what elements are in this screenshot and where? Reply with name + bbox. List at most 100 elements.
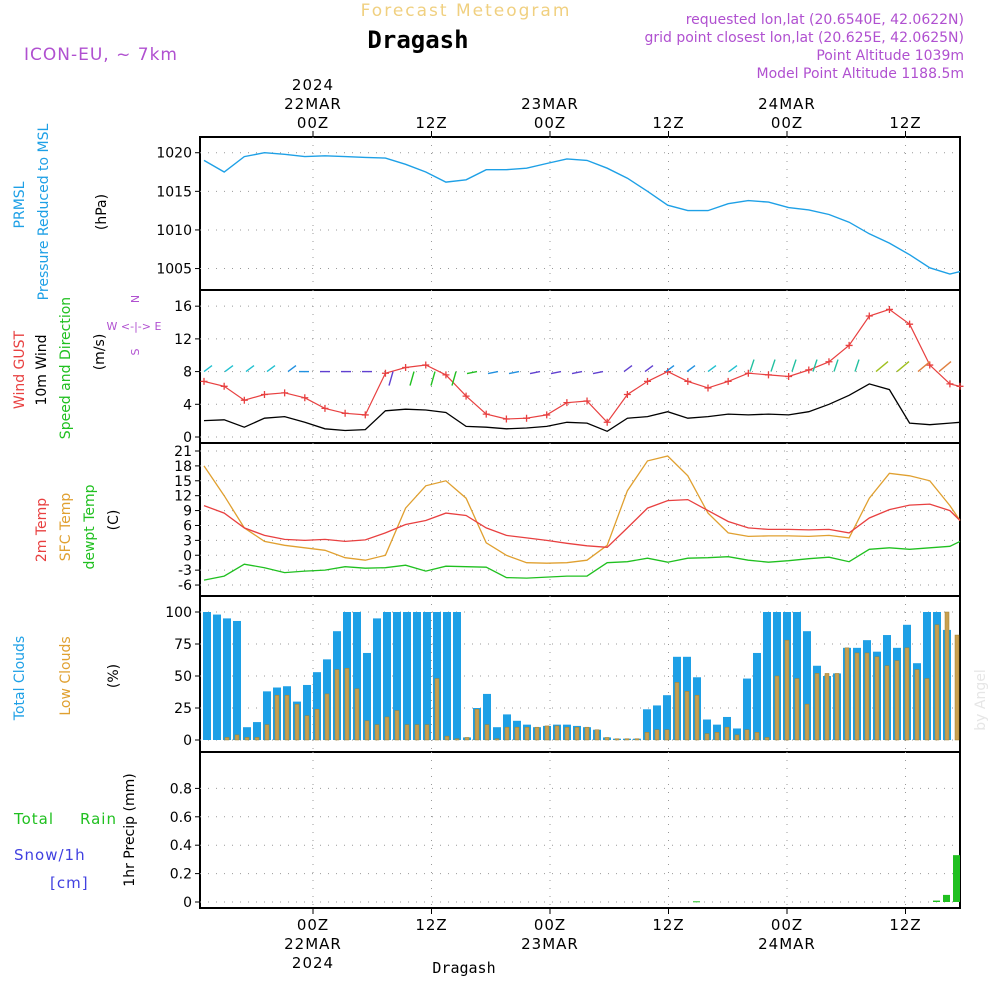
total-cloud-bar-4	[243, 727, 251, 740]
wind-arrow-2	[245, 365, 255, 373]
low-cloud-bar-9	[294, 703, 300, 741]
time-label-top-2-1: 23MAR	[521, 95, 579, 113]
label-snow: Snow/1h	[14, 846, 86, 864]
gust-marker-28	[764, 371, 772, 379]
gust-marker-27	[744, 369, 752, 377]
gust-marker-20	[603, 418, 611, 426]
wind-arrow-27	[770, 359, 776, 372]
time-label-bottom-0-2: 2024	[292, 954, 334, 972]
ytick-label-2-0: -6	[178, 578, 192, 594]
total-cloud-bar-16	[363, 652, 371, 740]
total-cloud-bar-59	[793, 612, 801, 740]
time-label-top-4-1: 24MAR	[758, 95, 816, 113]
time-label-top-0-2: 2024	[292, 76, 334, 94]
total-cloud-bar-28	[483, 693, 491, 740]
compass-we: W <-|-> E	[107, 320, 162, 333]
low-cloud-bar-66	[864, 652, 870, 741]
total-cloud-bar-24	[443, 612, 451, 740]
total-cloud-bar-1	[213, 614, 221, 740]
low-cloud-bar-51	[714, 732, 720, 741]
low-cloud-bar-22	[424, 724, 430, 741]
ytick-label-4-4: 0.8	[170, 781, 192, 797]
gust-marker-26	[724, 377, 732, 385]
label-speed-direction: Speed and Direction	[58, 297, 74, 439]
wind-arrow-34	[917, 361, 931, 373]
total-cloud-bar-21	[413, 612, 421, 740]
wind-arrow-33	[896, 361, 910, 373]
total-cloud-bar-19	[393, 612, 401, 740]
total-cloud-bar-11	[313, 672, 321, 740]
wind-arrow-22	[665, 365, 675, 373]
wind-arrow-31	[854, 359, 860, 372]
gust-marker-19	[583, 397, 591, 405]
panel-frame-4	[199, 751, 961, 909]
low-cloud-bar-13	[334, 669, 340, 741]
wind-arrow-25	[728, 365, 738, 373]
low-cloud-bar-48	[684, 691, 690, 741]
label-dewpt-temp: dewpt Temp	[82, 484, 98, 569]
low-cloud-bar-47	[674, 682, 680, 741]
low-cloud-bar-75	[954, 634, 960, 741]
ytick-label-2-3: 3	[183, 533, 192, 549]
wind-arrow-3	[266, 365, 276, 373]
total-cloud-bar-15	[353, 612, 361, 740]
low-cloud-bar-67	[874, 656, 880, 741]
grid-point-coords: grid point closest lon,lat (20.625E, 42.…	[644, 30, 964, 46]
precip-bar-1	[933, 900, 940, 902]
low-cloud-bar-70	[904, 647, 910, 741]
wind-arrow-9	[388, 371, 394, 386]
low-cloud-bar-61	[814, 673, 820, 741]
footer-location: Dragash	[432, 959, 495, 977]
gust-marker-5	[301, 394, 309, 402]
label-2m-temp: 2m Temp	[34, 498, 50, 562]
time-label-top-1-0: 12Z	[415, 114, 447, 132]
gust-marker-0	[200, 377, 208, 385]
ytick-label-4-2: 0.4	[170, 838, 192, 854]
label-celsius: (C)	[106, 510, 122, 531]
ytick-label-4-0: 0	[183, 895, 192, 911]
low-cloud-bar-74	[944, 611, 950, 741]
low-cloud-bar-60	[804, 703, 810, 741]
gust-marker-14	[482, 410, 490, 418]
ytick-label-3-2: 50	[174, 669, 192, 685]
time-label-bottom-0-1: 22MAR	[284, 935, 342, 953]
gust-marker-4	[281, 389, 289, 397]
ytick-label-3-3: 75	[174, 637, 192, 653]
total-cloud-bar-22	[423, 612, 431, 740]
low-cloud-bar-24	[444, 735, 450, 741]
gust-marker-6	[321, 404, 329, 412]
ytick-label-1-3: 12	[174, 332, 192, 348]
wind-arrow-4	[287, 365, 297, 373]
total-cloud-bar-46	[663, 695, 671, 740]
total-cloud-bar-2	[223, 618, 231, 740]
sfc-temp-line	[203, 455, 961, 564]
time-label-bottom-4-0: 00Z	[771, 916, 803, 934]
wind-arrow-12	[451, 371, 457, 386]
low-cloud-bar-5	[254, 737, 260, 741]
low-cloud-bar-58	[784, 639, 790, 741]
location-title: Dragash	[367, 26, 468, 54]
low-cloud-bar-52	[724, 726, 730, 741]
low-cloud-bar-46	[664, 729, 670, 741]
pressure-line	[203, 151, 961, 275]
gust-marker-3	[260, 390, 268, 398]
panel-frame-1	[199, 289, 961, 444]
low-cloud-bar-31	[514, 726, 520, 741]
ytick-label-0-1: 1010	[156, 223, 192, 239]
low-cloud-bar-36	[564, 726, 570, 741]
wind-arrow-20	[623, 365, 633, 373]
total-cloud-bar-72	[923, 612, 931, 740]
low-cloud-bar-30	[504, 726, 510, 741]
total-cloud-bar-20	[403, 612, 411, 740]
wind-line	[203, 383, 961, 433]
compass-s: S	[129, 348, 142, 355]
low-cloud-bar-20	[404, 724, 410, 741]
wind-arrow-1	[224, 365, 234, 373]
low-cloud-bar-55	[754, 732, 760, 741]
gust-marker-25	[704, 384, 712, 392]
gust-marker-36	[926, 361, 934, 369]
wind-arrow-24	[707, 365, 717, 373]
gust-marker-12	[442, 371, 450, 379]
low-cloud-bar-65	[854, 652, 860, 741]
total-cloud-bar-3	[233, 620, 241, 740]
